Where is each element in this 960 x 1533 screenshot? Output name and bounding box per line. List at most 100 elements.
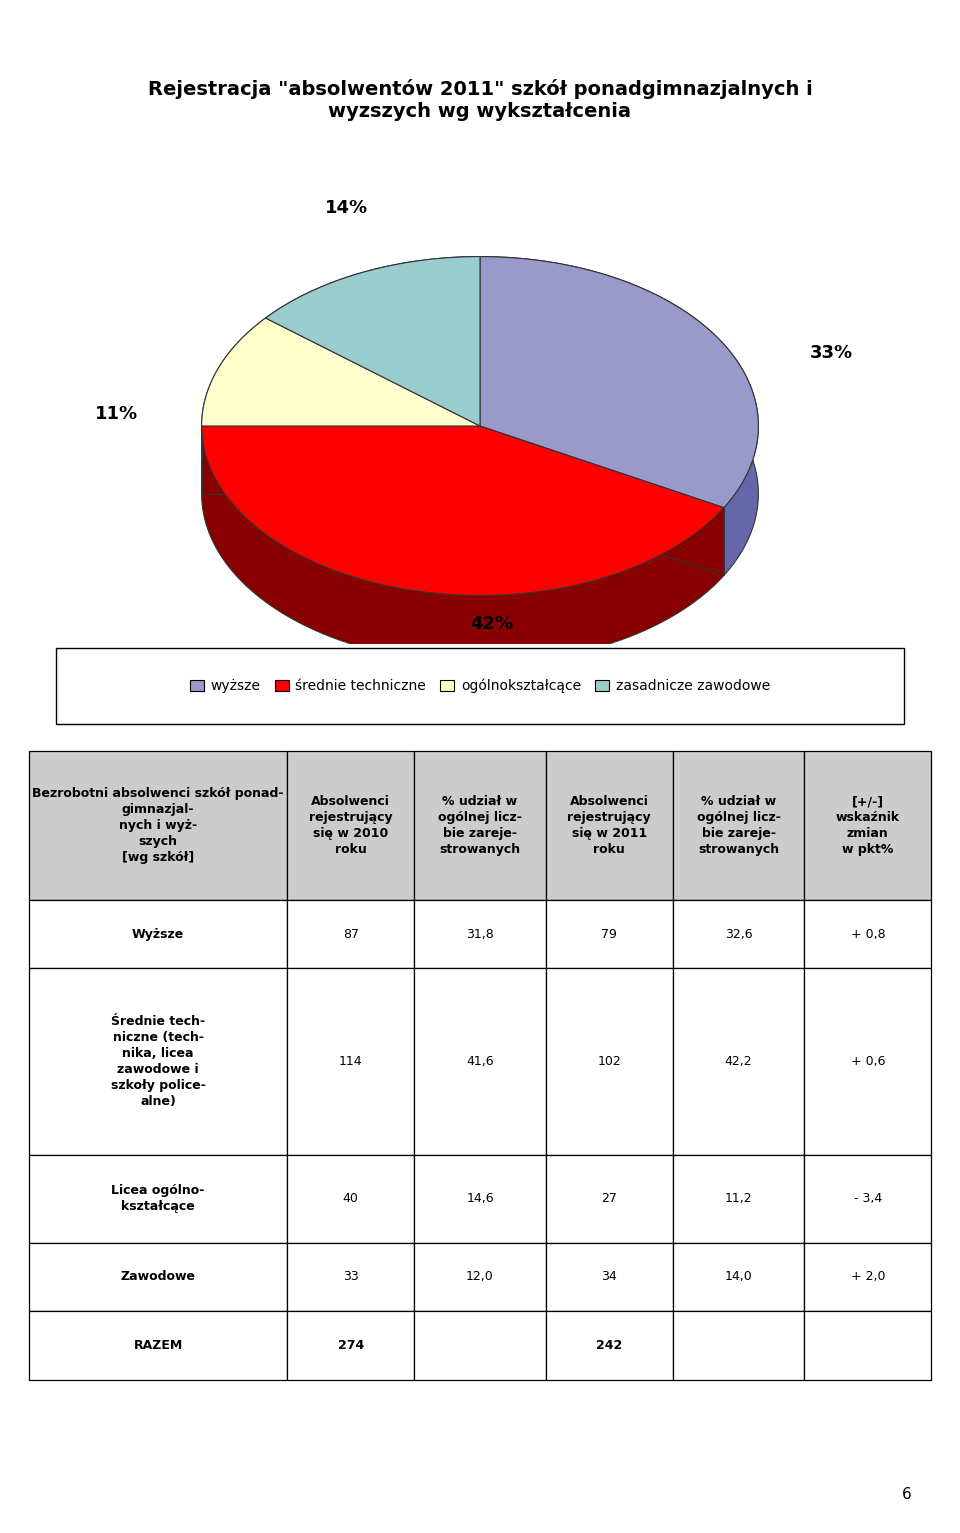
Bar <box>29 1243 287 1311</box>
Bar <box>287 751 414 900</box>
Bar <box>546 1311 673 1380</box>
Bar <box>673 751 804 900</box>
Text: Licea ogólno-
kształcące: Licea ogólno- kształcące <box>111 1185 204 1213</box>
Polygon shape <box>202 317 266 494</box>
Bar <box>673 969 804 1154</box>
Polygon shape <box>266 317 480 494</box>
Bar <box>287 1154 414 1243</box>
Bar <box>804 900 931 969</box>
Polygon shape <box>202 426 480 494</box>
Bar <box>546 751 673 900</box>
Bar <box>673 900 804 969</box>
Bar <box>414 751 546 900</box>
Text: 11,2: 11,2 <box>725 1193 753 1205</box>
Text: 33: 33 <box>343 1271 359 1283</box>
Polygon shape <box>202 426 724 595</box>
Text: Bezrobotni absolwenci szkół ponad-
gimnazjal-
nych i wyż-
szych
[wg szkół]: Bezrobotni absolwenci szkół ponad- gimna… <box>33 786 284 865</box>
Bar <box>414 969 546 1154</box>
Text: 42,2: 42,2 <box>725 1055 753 1069</box>
Text: 32,6: 32,6 <box>725 927 753 941</box>
Text: Zawodowe: Zawodowe <box>121 1271 196 1283</box>
Bar <box>546 1243 673 1311</box>
Text: % udział w
ogólnej licz-
bie zareje-
strowanych: % udział w ogólnej licz- bie zareje- str… <box>438 796 522 855</box>
Polygon shape <box>480 426 724 575</box>
Text: 27: 27 <box>601 1193 617 1205</box>
Bar <box>29 1154 287 1243</box>
Bar <box>546 751 673 900</box>
Text: 31,8: 31,8 <box>467 927 493 941</box>
Text: 14%: 14% <box>325 199 369 218</box>
Bar <box>804 1154 931 1243</box>
Text: Rejestracja "absolwentów 2011" szkół ponadgimnazjalnych i
wyzszych wg wykształce: Rejestracja "absolwentów 2011" szkół pon… <box>148 78 812 121</box>
Bar <box>414 969 546 1154</box>
Bar <box>546 1154 673 1243</box>
Bar <box>673 1311 804 1380</box>
Bar <box>414 1243 546 1311</box>
Bar <box>673 1311 804 1380</box>
Bar <box>804 751 931 900</box>
Text: - 3,4: - 3,4 <box>853 1193 882 1205</box>
Polygon shape <box>480 426 724 575</box>
Text: 33%: 33% <box>809 345 852 362</box>
Bar <box>804 1243 931 1311</box>
Bar <box>546 1311 673 1380</box>
Polygon shape <box>266 317 480 494</box>
Text: 79: 79 <box>601 927 617 941</box>
Bar <box>287 1311 414 1380</box>
Bar <box>414 751 546 900</box>
Bar <box>804 1311 931 1380</box>
Bar <box>414 1311 546 1380</box>
Text: Średnie tech-
niczne (tech-
nika, licea
zawodowe i
szkoły police-
alne): Średnie tech- niczne (tech- nika, licea … <box>110 1015 205 1108</box>
Bar <box>287 900 414 969</box>
Polygon shape <box>266 256 480 386</box>
Bar <box>414 900 546 969</box>
Bar <box>804 969 931 1154</box>
Text: 274: 274 <box>338 1338 364 1352</box>
Bar <box>673 1243 804 1311</box>
Bar <box>804 969 931 1154</box>
Bar <box>29 900 287 969</box>
Bar <box>29 969 287 1154</box>
Bar <box>673 969 804 1154</box>
Text: [+/-]
wskaźnik
zmian
w pkt%: [+/-] wskaźnik zmian w pkt% <box>836 796 900 855</box>
Polygon shape <box>266 256 480 426</box>
Polygon shape <box>202 317 480 426</box>
Text: 42%: 42% <box>470 615 514 633</box>
Bar <box>673 1243 804 1311</box>
Bar <box>804 1311 931 1380</box>
Bar <box>29 1154 287 1243</box>
Bar <box>414 1154 546 1243</box>
Bar <box>287 1154 414 1243</box>
Polygon shape <box>202 426 724 664</box>
Bar <box>673 751 804 900</box>
Text: Wyższe: Wyższe <box>132 927 184 941</box>
Bar <box>287 1243 414 1311</box>
Bar <box>546 900 673 969</box>
Bar <box>804 900 931 969</box>
Polygon shape <box>480 256 758 575</box>
Bar <box>287 969 414 1154</box>
Bar <box>673 900 804 969</box>
Text: 14,0: 14,0 <box>725 1271 753 1283</box>
Bar <box>414 900 546 969</box>
Bar <box>414 1311 546 1380</box>
Bar <box>287 751 414 900</box>
Polygon shape <box>480 256 758 507</box>
Bar <box>546 1154 673 1243</box>
Text: RAZEM: RAZEM <box>133 1338 182 1352</box>
Bar <box>804 1154 931 1243</box>
Text: 87: 87 <box>343 927 359 941</box>
Text: + 0,6: + 0,6 <box>851 1055 885 1069</box>
Text: 40: 40 <box>343 1193 359 1205</box>
Bar <box>29 1243 287 1311</box>
Text: 102: 102 <box>597 1055 621 1069</box>
Bar <box>29 900 287 969</box>
Bar <box>673 1154 804 1243</box>
Legend: wyższe, średnie techniczne, ogólnokształcące, zasadnicze zawodowe: wyższe, średnie techniczne, ogólnokształ… <box>190 679 770 693</box>
Text: 242: 242 <box>596 1338 622 1352</box>
Bar <box>804 1243 931 1311</box>
Bar <box>546 1243 673 1311</box>
Text: 11%: 11% <box>95 405 138 423</box>
Bar <box>546 900 673 969</box>
Bar <box>414 1154 546 1243</box>
